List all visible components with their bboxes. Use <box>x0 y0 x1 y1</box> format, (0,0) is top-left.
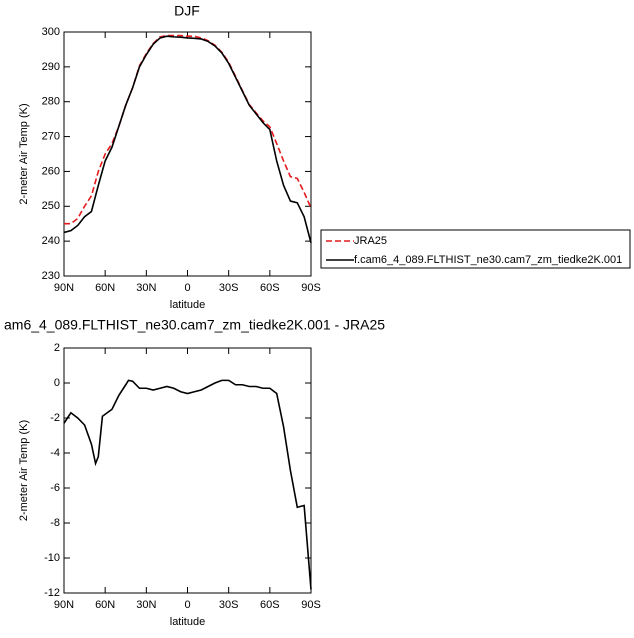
y-tick-label: 250 <box>42 200 60 212</box>
x-tick-label: 90S <box>301 599 321 611</box>
y-tick-label: 280 <box>42 96 60 108</box>
y-axis-label: 2-meter Air Temp (K) <box>18 420 30 521</box>
x-axis-label: latitude <box>170 299 205 311</box>
legend: JRA25 f.cam6_4_089.FLTHIST_ne30.cam7_zm_t… <box>320 229 631 269</box>
legend-frame <box>320 229 631 269</box>
legend-label: f.cam6_4_089.FLTHIST_ne30.cam7_zm_tiedke… <box>354 254 622 266</box>
y-tick-label: -2 <box>50 412 60 424</box>
chart-title: am6_4_089.FLTHIST_ne30.cam7_zm_tiedke2K.… <box>4 317 385 333</box>
x-tick-label: 30N <box>136 282 156 294</box>
chart-title: DJF <box>174 3 200 19</box>
x-tick-label: 0 <box>184 282 190 294</box>
x-tick-label: 60S <box>260 599 280 611</box>
x-tick-label: 30S <box>219 599 239 611</box>
y-tick-label: 2 <box>54 342 60 354</box>
y-tick-label: -6 <box>50 482 60 494</box>
series-line <box>64 34 312 225</box>
x-tick-label: 30N <box>136 599 156 611</box>
y-tick-label: 230 <box>42 270 60 282</box>
x-tick-label: 30S <box>219 282 239 294</box>
y-tick-label: -10 <box>44 552 60 564</box>
y-tick-label: -8 <box>50 517 60 529</box>
x-tick-label: 60S <box>260 282 280 294</box>
x-tick-label: 90N <box>54 599 74 611</box>
x-tick-label: 90N <box>54 282 74 294</box>
plot-frame <box>63 347 312 594</box>
plot-frame <box>63 31 312 277</box>
y-tick-label: 300 <box>42 26 60 38</box>
y-tick-label: 0 <box>54 377 60 389</box>
y-tick-label: 290 <box>42 61 60 73</box>
x-tick-label: 90S <box>301 282 321 294</box>
series-line <box>63 379 312 590</box>
legend-label: JRA25 <box>354 235 387 247</box>
y-tick-label: 260 <box>42 165 60 177</box>
x-tick-label: 60N <box>95 599 115 611</box>
y-axis-label: 2-meter Air Temp (K) <box>18 103 30 204</box>
x-axis-label: latitude <box>170 616 205 628</box>
y-tick-label: 270 <box>42 130 60 142</box>
y-tick-label: -4 <box>50 447 60 459</box>
x-tick-label: 60N <box>95 282 115 294</box>
series-line <box>63 35 312 244</box>
x-tick-label: 0 <box>184 599 190 611</box>
y-tick-label: 240 <box>42 235 60 247</box>
y-tick-label: -12 <box>44 587 60 599</box>
